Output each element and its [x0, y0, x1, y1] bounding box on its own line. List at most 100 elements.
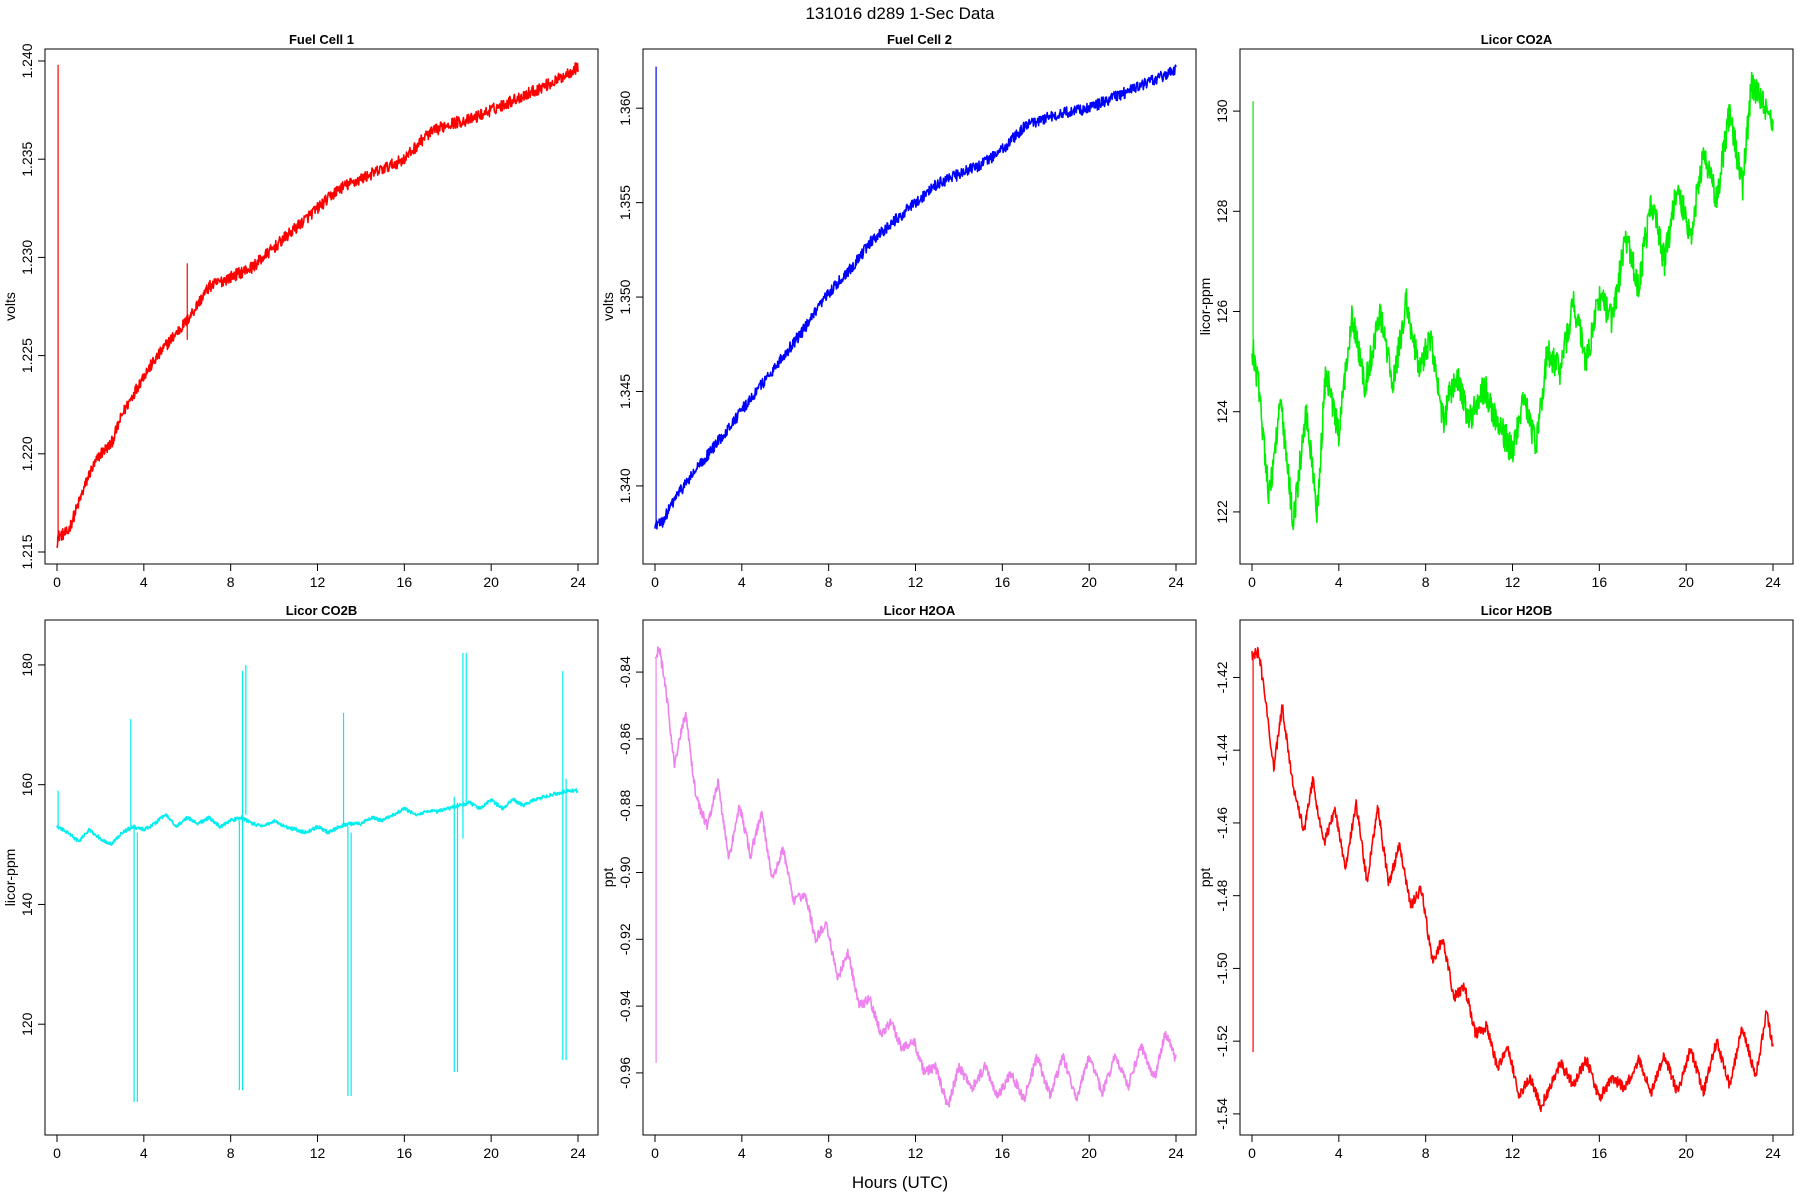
panel-title: Fuel Cell 1 [289, 32, 354, 47]
x-tick-label: 20 [483, 574, 499, 590]
y-tick-label: -0.88 [617, 790, 633, 822]
y-tick-label: 180 [19, 653, 35, 677]
y-axis-label: ppt [600, 868, 616, 888]
panel-1: Fuel Cell 1 volts 0 4 8 12 16 20 24 1.215 1.220 1.2… [2, 32, 599, 590]
panel-3: Licor CO2A licor-ppm 0 4 8 12 16 20 24 122 124 126 1… [1197, 32, 1794, 590]
x-tick-label: 4 [1335, 574, 1343, 590]
x-tick-label: 12 [310, 574, 326, 590]
x-tick-label: 8 [227, 1145, 235, 1161]
x-tick-label: 8 [227, 574, 235, 590]
y-tick-label: -0.96 [617, 1057, 633, 1089]
x-tick-label: 12 [908, 574, 924, 590]
y-tick-label: 126 [1214, 300, 1230, 324]
x-tick-label: 20 [1678, 1145, 1694, 1161]
x-tick-label: 4 [140, 574, 148, 590]
plot-frame [1239, 48, 1794, 565]
y-axis-label: licor-ppm [2, 849, 18, 907]
x-tick-label: 16 [995, 574, 1011, 590]
y-tick-label: 128 [1214, 199, 1230, 223]
figure-title: 131016 d289 1-Sec Data [805, 4, 995, 23]
series-line [654, 646, 1177, 1108]
x-tick-label: 0 [1248, 574, 1256, 590]
x-tick-label: 4 [1335, 1145, 1343, 1161]
x-tick-label: 20 [1081, 574, 1097, 590]
y-tick-label: 1.345 [617, 374, 633, 409]
series-line [1251, 646, 1774, 1113]
y-tick-label: -0.84 [617, 656, 633, 688]
x-tick-label: 24 [570, 574, 586, 590]
x-tick-label: 16 [397, 574, 413, 590]
x-tick-label: 0 [1248, 1145, 1256, 1161]
x-tick-label: 0 [53, 574, 61, 590]
x-tick-label: 12 [908, 1145, 924, 1161]
panel-title: Licor CO2A [1481, 32, 1553, 47]
x-tick-label: 16 [1592, 574, 1608, 590]
plot-frame [642, 48, 1197, 565]
plot-frame [1239, 619, 1794, 1136]
panel-2: Fuel Cell 2 volts 0 4 8 12 16 20 24 1.340 1.345 1.3… [600, 32, 1197, 590]
series-line [1251, 71, 1774, 531]
series-line [654, 64, 1177, 530]
y-tick-label: -1.42 [1214, 661, 1230, 693]
x-tick-label: 20 [483, 1145, 499, 1161]
y-tick-label: -0.86 [617, 723, 633, 755]
x-tick-label: 24 [1765, 574, 1781, 590]
x-tick-label: 16 [1592, 1145, 1608, 1161]
x-tick-label: 12 [1505, 1145, 1521, 1161]
panel-title: Licor H2OA [884, 603, 956, 618]
plot-frame [642, 619, 1197, 1136]
y-tick-label: 1.235 [19, 141, 35, 176]
y-tick-label: 1.240 [19, 43, 35, 78]
panel-6: Licor H2OB ppt 0 4 8 12 16 20 24 -1.54 -1.52 -1.50 -… [1197, 603, 1794, 1161]
plot-frame [44, 619, 599, 1136]
y-tick-label: 160 [19, 773, 35, 797]
y-tick-label: 1.355 [617, 185, 633, 220]
x-tick-label: 8 [1422, 1145, 1430, 1161]
x-tick-label: 20 [1678, 574, 1694, 590]
x-tick-label: 12 [310, 1145, 326, 1161]
y-tick-label: -1.54 [1214, 1098, 1230, 1130]
y-axis-label: volts [2, 292, 18, 321]
y-tick-label: -1.48 [1214, 880, 1230, 912]
x-tick-label: 4 [140, 1145, 148, 1161]
y-tick-label: -0.94 [617, 990, 633, 1022]
y-tick-label: 140 [19, 893, 35, 917]
y-tick-label: 1.220 [19, 436, 35, 471]
panel-title: Licor H2OB [1481, 603, 1553, 618]
y-tick-label: 124 [1214, 400, 1230, 424]
x-tick-label: 0 [651, 1145, 659, 1161]
panel-title: Fuel Cell 2 [887, 32, 952, 47]
panel-title: Licor CO2B [286, 603, 358, 618]
y-tick-label: 122 [1214, 500, 1230, 524]
y-tick-label: 1.340 [617, 468, 633, 503]
y-tick-label: 1.360 [617, 90, 633, 125]
y-tick-label: -1.50 [1214, 952, 1230, 984]
x-tick-label: 24 [570, 1145, 586, 1161]
x-tick-label: 0 [53, 1145, 61, 1161]
y-tick-label: 1.215 [19, 534, 35, 569]
x-tick-label: 16 [397, 1145, 413, 1161]
y-axis-label: licor-ppm [1197, 278, 1213, 336]
x-tick-label: 8 [825, 574, 833, 590]
panel-4: Licor CO2B licor-ppm 0 4 8 12 16 20 24 120 140 160 1… [2, 603, 599, 1161]
y-tick-label: -0.90 [617, 856, 633, 888]
x-tick-label: 8 [825, 1145, 833, 1161]
y-tick-label: 1.230 [19, 240, 35, 275]
y-axis-label: ppt [1197, 868, 1213, 888]
y-tick-label: 1.350 [617, 279, 633, 314]
x-tick-label: 20 [1081, 1145, 1097, 1161]
y-tick-label: -1.44 [1214, 734, 1230, 766]
panels-group: Fuel Cell 1 volts 0 4 8 12 16 20 24 1.215 1.220 1.2… [2, 32, 1794, 1161]
x-tick-label: 8 [1422, 574, 1430, 590]
x-tick-label: 16 [995, 1145, 1011, 1161]
y-tick-label: 120 [19, 1012, 35, 1036]
panel-5: Licor H2OA ppt 0 4 8 12 16 20 24 -0.96 -0.94 -0.92 -… [600, 603, 1197, 1161]
y-tick-label: -1.46 [1214, 807, 1230, 839]
y-tick-label: 1.225 [19, 338, 35, 373]
figure-xlabel: Hours (UTC) [852, 1173, 948, 1192]
x-tick-label: 4 [738, 574, 746, 590]
plot-frame [44, 48, 599, 565]
x-tick-label: 24 [1168, 1145, 1184, 1161]
